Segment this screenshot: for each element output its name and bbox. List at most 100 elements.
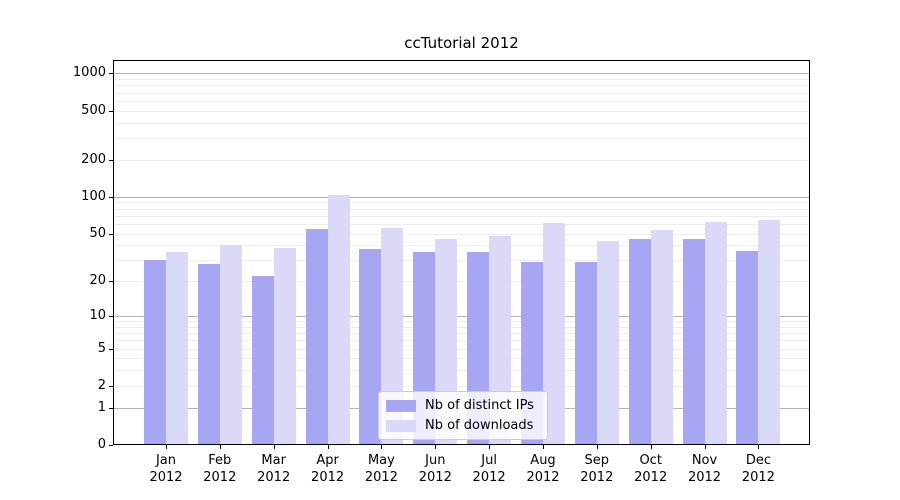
x-tick-year-jun: 2012	[418, 470, 452, 485]
x-tick-mark-jul	[489, 445, 491, 449]
x-tick-mark-nov	[704, 445, 706, 449]
y-tick-mark-100	[109, 196, 113, 198]
x-tick-label-dec: Dec 2012	[726, 452, 790, 486]
bar-nb-of-downloads-dec	[758, 220, 781, 444]
x-tick-mark-jan	[166, 445, 167, 449]
bar-nb-of-distinct-ips-sep	[574, 262, 597, 444]
gridline-minor-7	[114, 333, 809, 335]
gridline-minor-40	[114, 245, 809, 247]
x-tick-label-oct: Oct 2012	[619, 452, 683, 486]
x-tick-year-mar: 2012	[257, 470, 291, 485]
x-tick-month-aug: Aug	[530, 453, 556, 468]
y-tick-label-50: 50	[89, 225, 106, 241]
gridline-minor-50	[114, 233, 809, 235]
gridline-minor-900	[114, 79, 809, 80]
x-tick-month-nov: Nov	[691, 453, 718, 468]
x-tick-year-apr: 2012	[311, 470, 345, 485]
x-tick-label-jan: Jan 2012	[134, 452, 198, 486]
bar-nb-of-distinct-ips-may	[359, 249, 382, 444]
bar-nb-of-downloads-feb	[219, 245, 242, 444]
y-tick-label-100: 100	[81, 188, 106, 204]
y-tick-label-5: 5	[97, 340, 106, 356]
gridline-minor-600	[114, 100, 809, 102]
gridline-minor-500	[114, 110, 809, 112]
gridline-minor-60	[114, 223, 809, 225]
x-tick-mark-mar	[273, 445, 275, 449]
x-tick-label-nov: Nov 2012	[673, 452, 737, 486]
bar-nb-of-downloads-aug	[543, 223, 565, 444]
x-tick-year-jul: 2012	[472, 470, 506, 485]
x-tick-mark-feb	[219, 445, 221, 449]
bar-nb-of-distinct-ips-mar	[251, 276, 274, 444]
x-tick-mark-may	[381, 445, 383, 449]
bar-nb-of-downloads-may	[381, 227, 404, 444]
x-tick-month-sep: Sep	[584, 453, 610, 468]
gridline-major-1000	[114, 73, 809, 75]
gridline-minor-300	[114, 138, 809, 139]
y-tick-label-10: 10	[89, 308, 106, 323]
gridline-minor-4	[114, 358, 809, 360]
legend-swatch-downloads	[386, 419, 416, 432]
gridline-minor-30	[114, 260, 809, 262]
x-tick-label-jul: Jul 2012	[457, 452, 521, 486]
x-tick-month-dec: Dec	[745, 453, 771, 468]
x-tick-mark-jun	[435, 445, 437, 449]
bar-nb-of-distinct-ips-feb	[197, 263, 220, 444]
legend-entry-downloads: Nb of downloads	[386, 418, 539, 433]
x-tick-year-sep: 2012	[580, 470, 614, 485]
bar-nb-of-downloads-apr	[327, 195, 350, 444]
y-tick-mark-1	[109, 407, 113, 409]
x-tick-year-aug: 2012	[526, 470, 560, 485]
legend: Nb of distinct IPs Nb of downloads	[378, 391, 548, 440]
y-tick-label-1: 1	[97, 399, 106, 415]
x-tick-month-jun: Jun	[425, 453, 446, 468]
x-tick-label-jun: Jun 2012	[403, 452, 467, 486]
x-tick-year-feb: 2012	[203, 470, 237, 485]
bar-nb-of-downloads-oct	[650, 230, 673, 444]
gridline-minor-20	[114, 281, 809, 283]
y-tick-mark-0	[109, 445, 113, 446]
gridline-minor-400	[114, 122, 809, 124]
bar-nb-of-distinct-ips-jan	[144, 260, 166, 444]
x-tick-month-jul: Jul	[481, 453, 497, 468]
y-tick-mark-5	[109, 348, 113, 350]
x-tick-label-sep: Sep 2012	[565, 452, 629, 486]
y-tick-mark-2	[109, 385, 113, 387]
y-tick-mark-500	[109, 110, 113, 112]
gridline-major-10	[114, 316, 809, 317]
gridline-minor-2	[114, 385, 809, 387]
x-tick-mark-oct	[650, 445, 652, 449]
legend-label-downloads: Nb of downloads	[425, 418, 534, 433]
gridline-minor-700	[114, 92, 809, 94]
x-tick-label-apr: Apr 2012	[296, 452, 360, 486]
y-tick-label-0: 0	[97, 437, 106, 452]
gridline-minor-3	[114, 370, 809, 372]
gridline-minor-70	[114, 215, 809, 217]
y-tick-label-500: 500	[81, 102, 106, 118]
y-tick-label-20: 20	[89, 273, 106, 289]
bar-nb-of-downloads-jan	[166, 252, 188, 444]
gridline-minor-6	[114, 340, 809, 342]
bar-nb-of-distinct-ips-dec	[736, 250, 759, 444]
x-tick-mark-dec	[758, 445, 760, 449]
gridline-minor-8	[114, 326, 809, 328]
y-tick-label-1000: 1000	[72, 65, 106, 81]
chart-title: ccTutorial 2012	[404, 34, 519, 52]
y-tick-label-2: 2	[97, 377, 106, 393]
y-tick-mark-200	[109, 159, 113, 161]
x-tick-month-jan: Jan	[155, 453, 177, 468]
bar-nb-of-downloads-sep	[596, 241, 619, 444]
x-tick-month-may: May	[367, 453, 395, 468]
bar-nb-of-distinct-ips-nov	[682, 239, 705, 444]
y-tick-mark-10	[109, 316, 113, 317]
y-tick-label-200: 200	[81, 151, 106, 167]
x-tick-year-dec: 2012	[741, 470, 775, 485]
x-tick-label-may: May 2012	[349, 452, 413, 486]
x-tick-month-mar: Mar	[261, 453, 286, 468]
x-tick-label-mar: Mar 2012	[242, 452, 306, 486]
gridline-minor-80	[114, 208, 809, 210]
x-tick-mark-apr	[327, 445, 329, 449]
bar-nb-of-distinct-ips-apr	[305, 229, 328, 444]
gridline-minor-800	[114, 85, 809, 87]
